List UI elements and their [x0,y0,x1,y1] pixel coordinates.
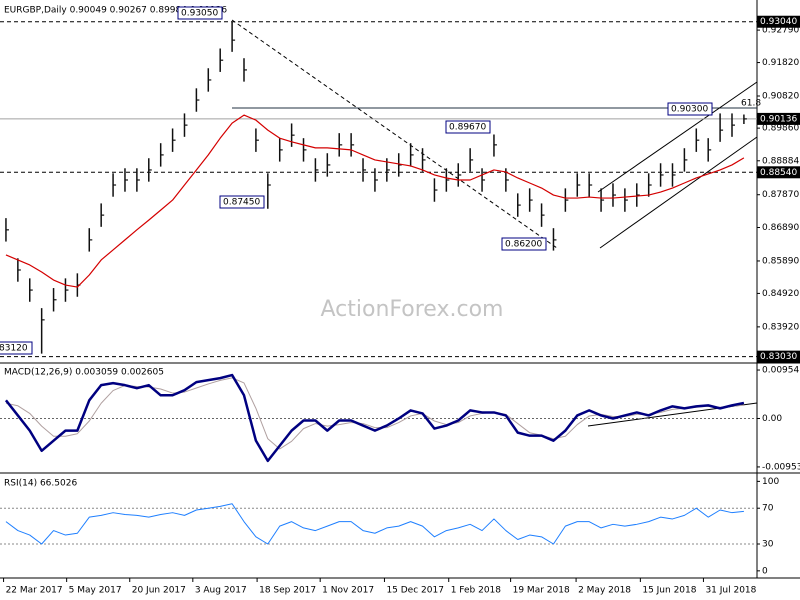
y-tick-label: 100 [762,477,779,487]
y-tick-label: 0.83920 [762,322,799,332]
y-tick-label: 30 [762,540,774,550]
y-tick-label: 70 [762,504,774,514]
chart-title: EURGBP,Daily 0.90049 0.90267 0.89984 0.9… [4,6,227,16]
x-tick-label: 15 Jun 2018 [642,586,696,596]
y-tick-label: 0.00 [762,414,782,424]
annotation-box [219,195,265,209]
trendline [231,19,558,249]
level-label: 0.83030 [760,352,797,362]
level-label-box [757,350,800,363]
level-label: 0.90136 [760,114,797,124]
channel-line [597,81,758,193]
y-tick-label: 0.89860 [762,124,799,134]
annotation-box [0,341,33,355]
x-tick-label: 1 Feb 2018 [451,586,502,596]
macd-main [4,373,745,463]
annotation: 61.8 [741,99,761,109]
channel-line [599,136,758,249]
y-tick-label: 0.91820 [762,58,799,68]
x-tick-label: 2 May 2018 [578,586,631,596]
y-tick-label: 0 [762,566,768,576]
annotation: 0.87450 [223,198,260,208]
y-tick-label: 0.85890 [762,256,799,266]
watermark: ActionForex.com [321,297,504,322]
level-label-box [757,166,800,179]
y-tick-label: 0.88884 [762,156,799,166]
level-label-box [757,15,800,28]
x-tick-label: 5 May 2017 [69,586,122,596]
macd-title: MACD(12,26,9) 0.003059 0.002605 [4,368,164,378]
annotation: 0.93050 [181,9,218,19]
level-label: 0.93040 [760,17,797,27]
y-tick-label: 0.00954 [762,366,799,376]
x-tick-label: 15 Dec 2017 [386,586,444,596]
level-label-box [757,112,800,125]
y-tick-label: 0.87870 [762,190,799,200]
annotation: 83120 [0,344,28,354]
annotation-box [177,6,223,20]
x-tick-label: 19 Mar 2018 [513,586,570,596]
annotation: 0.86200 [505,240,542,250]
annotation: 0.89670 [449,123,486,133]
y-tick-label: 0.84920 [762,289,799,299]
annotation-box [667,102,713,116]
y-tick-label: 0.86890 [762,223,799,233]
moving-average [5,114,745,288]
annotation-box [501,237,547,251]
rsi-line [5,503,744,545]
x-tick-label: 31 Jul 2018 [705,586,756,596]
x-tick-label: 18 Sep 2017 [259,586,316,596]
y-tick-label: 0.92790 [762,26,799,36]
level-label: 0.88540 [760,168,797,178]
x-tick-label: 20 Jun 2017 [132,586,186,596]
annotation: 0.90300 [671,105,708,115]
y-tick-label: -0.009538 [762,462,800,472]
rsi-title: RSI(14) 66.5026 [4,479,77,489]
x-tick-label: 3 Aug 2017 [195,586,247,596]
x-tick-label: 22 Mar 2017 [6,586,63,596]
annotation-box [445,120,491,134]
y-tick-label: 0.90820 [762,92,799,102]
x-tick-label: 1 Nov 2017 [322,586,374,596]
